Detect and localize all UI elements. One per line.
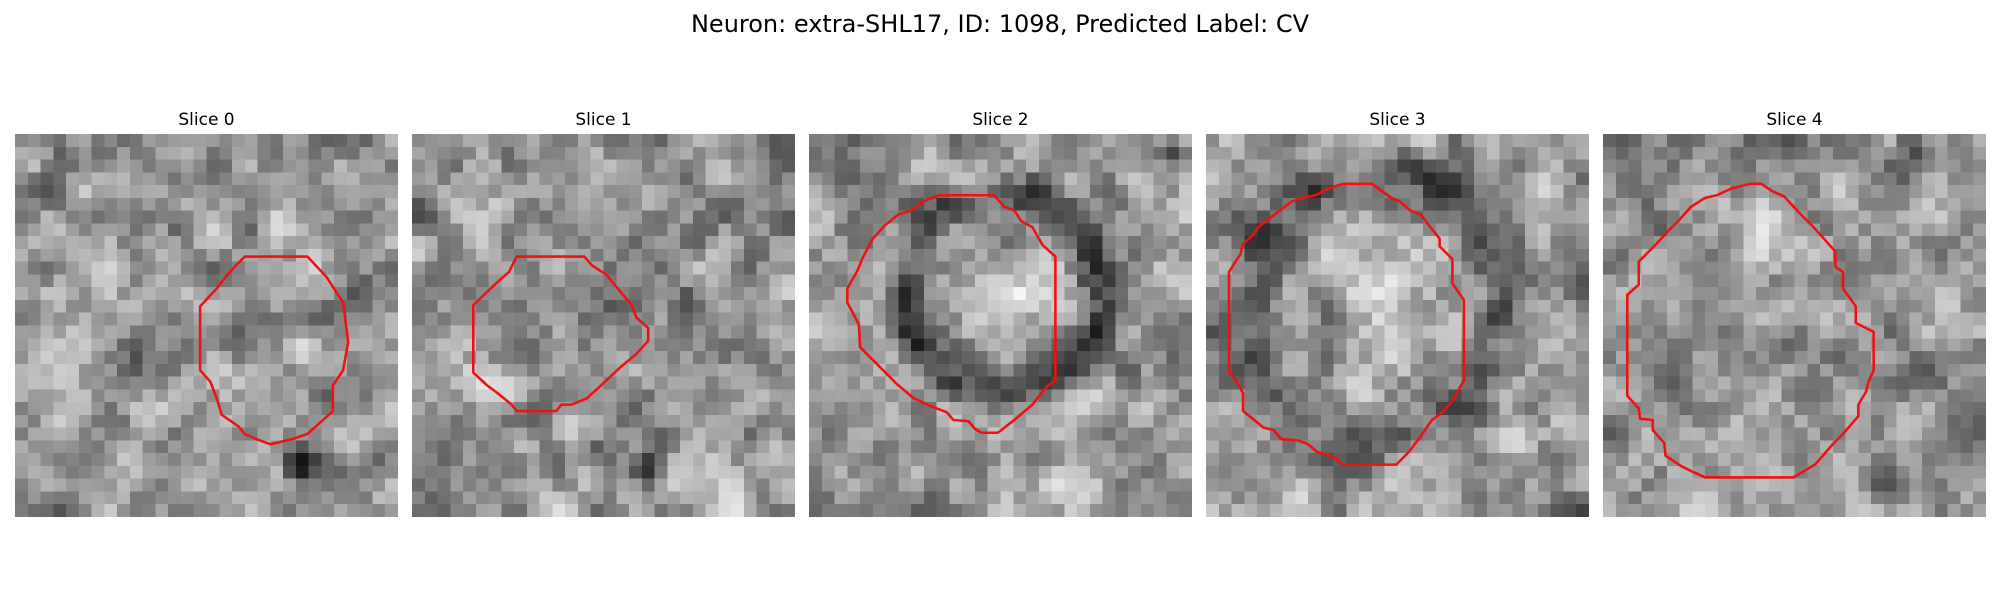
segmentation-contour: [1227, 182, 1466, 466]
slice-title: Slice 3: [1369, 110, 1426, 130]
segmentation-contour: [846, 194, 1057, 435]
segmentation-contour: [472, 255, 650, 413]
slice-panel-0: Slice 0: [15, 108, 398, 517]
em-grayscale-image: [412, 134, 795, 517]
segmentation-contour: [198, 255, 350, 446]
slice-title: Slice 4: [1766, 110, 1823, 130]
slice-title: Slice 1: [575, 110, 632, 130]
slice-panel-2: Slice 2: [809, 108, 1192, 517]
segmentation-contour: [1625, 182, 1875, 479]
figure-title: Neuron: extra-SHL17, ID: 1098, Predicted…: [690, 10, 1310, 38]
slice-panel-4: Slice 4: [1603, 108, 1986, 517]
em-grayscale-image: [15, 134, 398, 517]
slice-title: Slice 2: [972, 110, 1029, 130]
em-grayscale-image: [1603, 134, 1986, 517]
slice-image: [1603, 134, 1986, 517]
slice-image: [15, 134, 398, 517]
slice-image: [809, 134, 1192, 517]
em-grayscale-image: [1206, 134, 1589, 517]
slice-image: [412, 134, 795, 517]
slice-panel-3: Slice 3: [1206, 108, 1589, 517]
em-grayscale-image: [809, 134, 1192, 517]
slice-image: [1206, 134, 1589, 517]
slice-panel-1: Slice 1: [412, 108, 795, 517]
slice-title: Slice 0: [178, 110, 235, 130]
